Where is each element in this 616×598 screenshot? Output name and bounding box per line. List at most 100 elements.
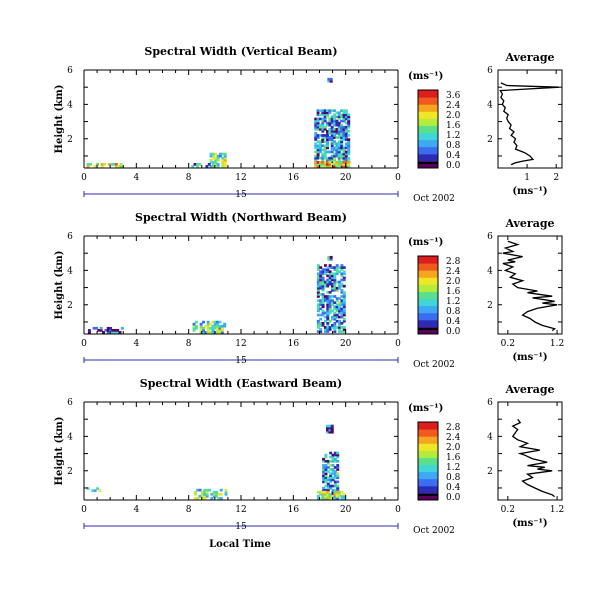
heatmap-cell	[223, 324, 227, 328]
heatmap-cell	[331, 476, 335, 480]
heatmap-cell	[219, 154, 222, 158]
heatmap-cell	[335, 111, 339, 115]
heatmap-cell	[326, 160, 329, 164]
heatmap-cell	[316, 266, 320, 269]
heatmap-cell	[209, 322, 213, 326]
heatmap-cell	[193, 490, 197, 494]
heatmap-cell	[333, 109, 337, 113]
heatmap-cell	[326, 486, 330, 490]
heatmap-cell	[328, 165, 332, 168]
heatmap-cell	[314, 144, 318, 148]
heatmap-cell	[344, 117, 348, 121]
heatmap-cell	[328, 299, 332, 302]
heatmap-cell	[337, 163, 341, 166]
heatmap-cell	[321, 134, 325, 137]
heatmap-cell	[323, 140, 327, 143]
heatmap-cell	[117, 165, 121, 168]
heatmap-cell	[224, 490, 228, 494]
heatmap-cell	[120, 326, 124, 330]
heatmap-cell	[314, 119, 318, 123]
heatmap-cell	[119, 163, 123, 166]
heatmap-cell	[220, 331, 224, 334]
heatmap-cell	[323, 117, 327, 121]
heatmap-cell	[316, 123, 320, 127]
heatmap-cell	[314, 160, 318, 164]
heatmap-cell	[337, 121, 341, 125]
heatmap-cell	[328, 282, 332, 286]
heatmap-cell	[333, 490, 337, 494]
heatmap-cell	[335, 286, 339, 290]
y-tick-label: 6	[67, 398, 73, 408]
heatmap-cell	[338, 330, 342, 333]
heatmap-cell	[316, 134, 320, 137]
heatmap-cell	[92, 326, 96, 330]
heatmap-cell	[211, 152, 215, 156]
heatmap-cell	[344, 150, 348, 154]
heatmap-cell	[344, 160, 348, 164]
heatmap-cell	[330, 117, 334, 121]
heatmap-cell	[323, 111, 327, 115]
heatmap-cell	[207, 163, 211, 166]
heatmap-cell	[342, 148, 346, 152]
heatmap-cell	[328, 319, 332, 323]
heatmap-cell	[331, 295, 334, 298]
heatmap-cell	[112, 163, 116, 166]
heatmap-cell	[336, 497, 340, 500]
heatmap-cell	[326, 476, 330, 480]
heatmap-cell	[331, 453, 335, 457]
heatmap-cell	[340, 307, 344, 311]
colorbar-segment	[418, 118, 438, 126]
heatmap-cell	[316, 293, 320, 296]
heatmap-cell	[327, 258, 331, 261]
heatmap-cell	[91, 489, 95, 493]
heatmap-cell	[323, 113, 327, 117]
heatmap-cell	[321, 303, 325, 307]
heatmap-cell	[330, 163, 334, 166]
heatmap-cell	[324, 455, 328, 459]
heatmap-cell	[326, 295, 330, 298]
heatmap-cell	[324, 484, 328, 488]
heatmap-cell	[321, 144, 325, 148]
heatmap-cell	[330, 154, 334, 158]
heatmap-cell	[344, 142, 348, 146]
heatmap-cell	[194, 326, 198, 330]
heatmap-cell	[344, 113, 348, 117]
heatmap-cell	[336, 453, 340, 457]
heatmap-cell	[340, 119, 344, 123]
average-y-tick-label: 2	[487, 467, 493, 477]
x-axis-label: Local Time	[209, 539, 271, 550]
x-tick-label: 4	[133, 505, 139, 515]
heatmap-cell	[338, 303, 342, 307]
heatmap-cell	[316, 144, 320, 148]
heatmap-cell	[347, 156, 351, 160]
heatmap-cell	[216, 154, 220, 158]
heatmap-cell	[203, 497, 207, 500]
heatmap-cell	[328, 303, 332, 307]
heatmap-cell	[331, 303, 334, 307]
average-y-tick-label: 4	[487, 100, 493, 110]
heatmap-cell	[319, 492, 323, 496]
heatmap-cell	[333, 278, 337, 282]
heatmap-cell	[333, 154, 337, 158]
heatmap-cell	[340, 313, 344, 317]
heatmap-cell	[319, 490, 323, 494]
heatmap-cell	[323, 148, 327, 152]
x-tick-label: 20	[340, 505, 352, 515]
heatmap-cell	[328, 270, 332, 274]
heatmap-cell	[342, 276, 346, 280]
heatmap-cell	[342, 136, 346, 139]
heatmap-cell	[220, 326, 224, 330]
heatmap-cell	[335, 264, 339, 267]
heatmap-cell	[316, 282, 320, 286]
heatmap-cell	[340, 134, 344, 137]
heatmap-cell	[328, 497, 332, 500]
heatmap-cell	[199, 331, 203, 334]
heatmap-cell	[333, 288, 337, 292]
heatmap-cell	[330, 426, 334, 430]
average-frame	[497, 235, 563, 335]
heatmap-cell	[116, 331, 120, 334]
heatmap-cell	[333, 152, 337, 156]
heatmap-cell	[316, 307, 320, 311]
heatmap-cell	[214, 156, 218, 160]
